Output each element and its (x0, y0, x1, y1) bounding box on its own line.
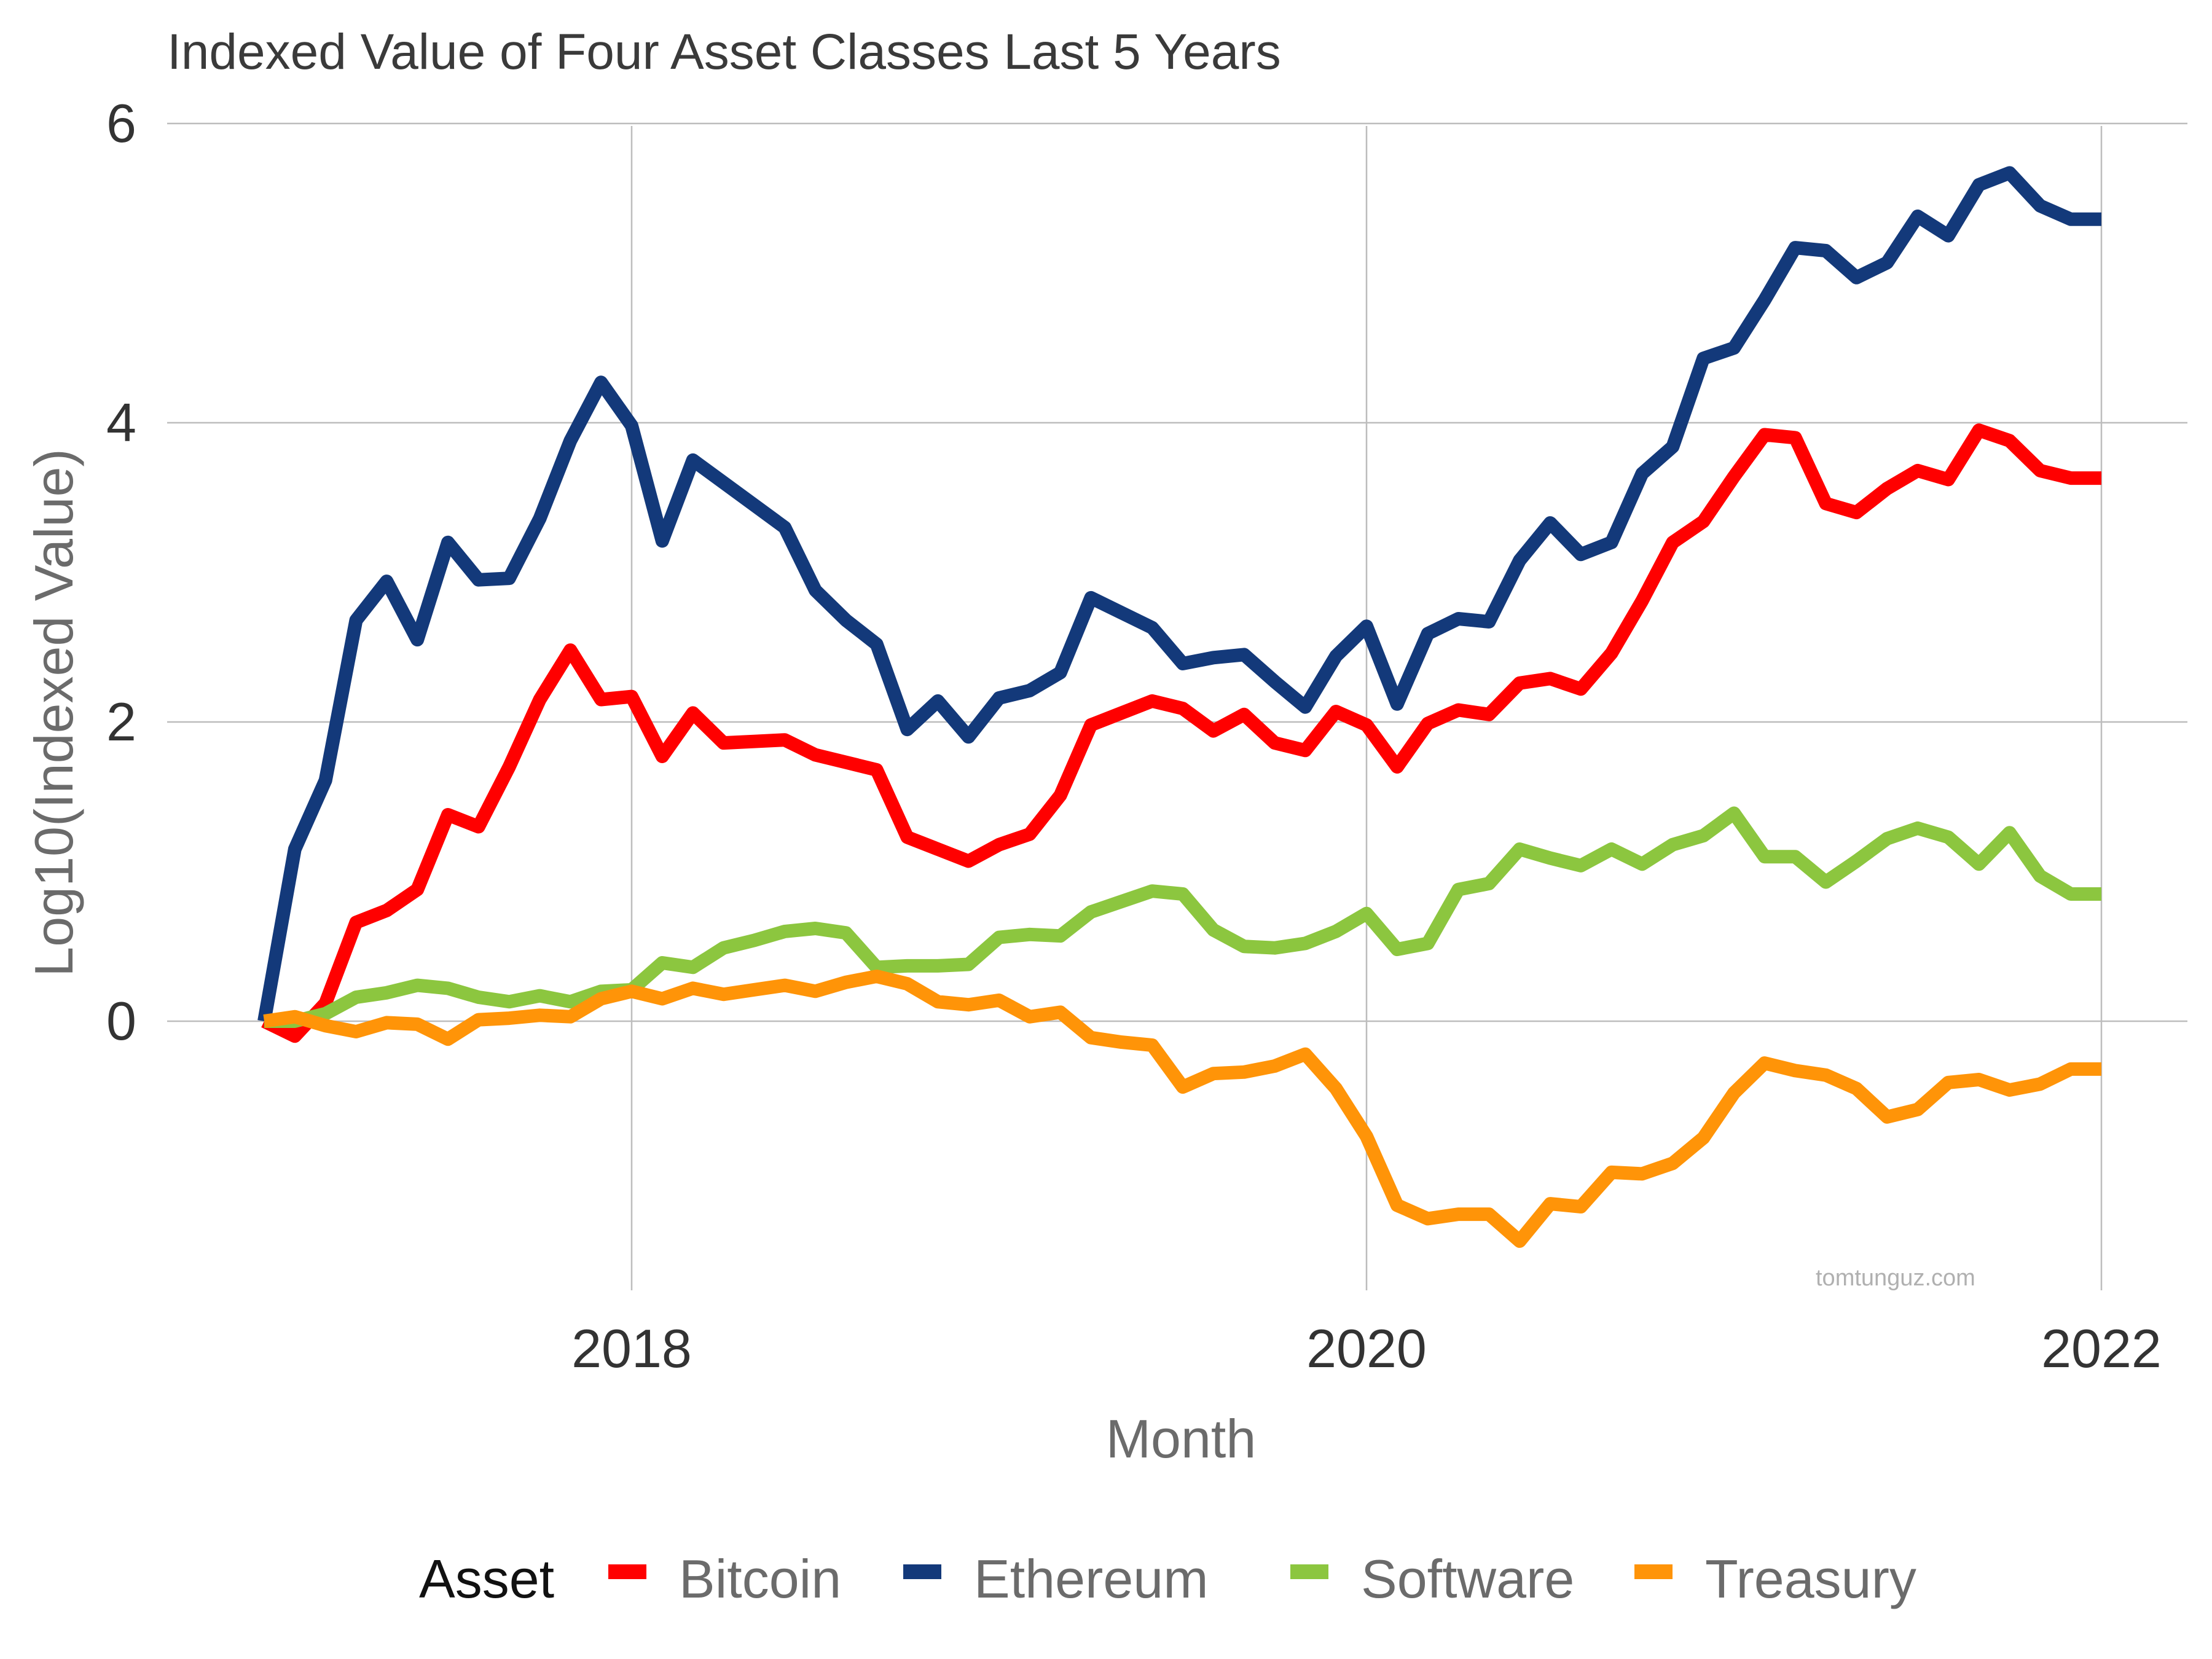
legend-swatch-bitcoin (608, 1564, 646, 1579)
x-tick-label: 2022 (2041, 1318, 2162, 1379)
legend-title: Asset (419, 1548, 554, 1609)
series-line-bitcoin (261, 423, 2101, 1043)
series-lines (257, 166, 2101, 1248)
y-axis-label: Log10(Indexed Value) (23, 449, 84, 976)
legend-swatch-ethereum (903, 1564, 941, 1579)
y-tick-label: 4 (106, 392, 136, 453)
watermark: tomtunguz.com (1816, 1265, 1975, 1291)
legend-label-bitcoin: Bitcoin (679, 1548, 841, 1609)
series-line-ethereum (257, 166, 2101, 1022)
legend: Asset Bitcoin Ethereum Software Treasury (419, 1548, 1916, 1609)
x-tick-label: 2018 (571, 1318, 692, 1379)
y-tick-label: 2 (106, 691, 136, 752)
legend-swatch-treasury (1634, 1564, 1673, 1579)
x-axis-ticks: 2018 2020 2022 (571, 1318, 2162, 1379)
x-axis-label: Month (1106, 1408, 1257, 1469)
legend-label-software: Software (1361, 1548, 1574, 1609)
chart-title: Indexed Value of Four Asset Classes Last… (167, 24, 1281, 80)
legend-swatch-software (1290, 1564, 1328, 1579)
y-axis-ticks: 0 2 4 6 (106, 93, 136, 1051)
series-line-software (264, 806, 2101, 1028)
series-line-treasury (263, 970, 2101, 1248)
legend-label-ethereum: Ethereum (974, 1548, 1209, 1609)
y-tick-label: 6 (106, 93, 136, 154)
legend-label-treasury: Treasury (1705, 1548, 1916, 1609)
x-tick-label: 2020 (1306, 1318, 1427, 1379)
y-tick-label: 0 (106, 990, 136, 1051)
